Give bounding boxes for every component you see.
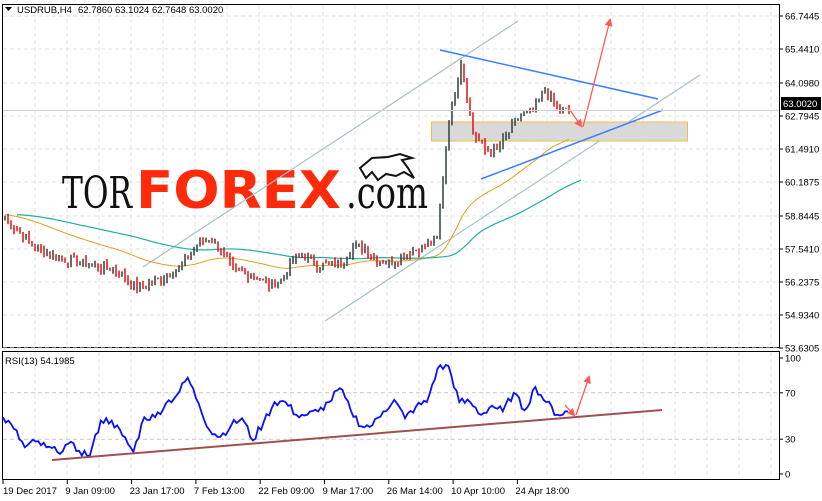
rsi-up-arrow[interactable]	[575, 375, 591, 416]
rsi-tick-label: 100	[785, 354, 801, 365]
time-tick-label: 19 Dec 2017	[3, 486, 57, 497]
rsi-trendline[interactable]	[51, 409, 663, 461]
current-price-label: 63.0020	[783, 99, 817, 110]
logo-forex: FOREX	[136, 161, 341, 221]
price-tick-label: 66.7445	[785, 12, 819, 23]
time-tick-label: 9 Jan 09:00	[65, 486, 115, 497]
price-tick-label: 54.9340	[785, 311, 819, 322]
triangle-lower-line[interactable]	[480, 109, 664, 180]
dropdown-triangle-icon[interactable]	[5, 7, 12, 11]
price-tick-label: 60.1875	[785, 178, 819, 189]
rsi-tick-label: 70	[785, 388, 796, 399]
ma-fast-line	[4, 138, 570, 269]
time-axis: 19 Dec 2017 9 Jan 09:00 23 Jan 17:00 7 Feb …	[2, 479, 569, 497]
rsi-line	[2, 363, 569, 458]
price-tick-label: 61.4910	[785, 145, 819, 156]
triangle-upper-line[interactable]	[439, 49, 659, 100]
channel-lower-line[interactable]	[324, 74, 701, 322]
bull-icon	[358, 152, 416, 182]
rsi-title: RSI(13) 54.1985	[5, 356, 75, 367]
rsi-pane[interactable]	[2, 351, 780, 480]
grid	[3, 5, 779, 479]
price-tick-label: 53.6305	[785, 344, 819, 355]
time-tick-label: 7 Feb 13:00	[194, 486, 245, 497]
forecast-up-arrow[interactable]	[582, 18, 613, 128]
time-tick-label: 22 Feb 09:00	[258, 486, 314, 497]
ohlc-label: 62.7860 63.1024 62.7648 63.0020	[78, 5, 223, 16]
time-tick-label: 24 Apr 18:00	[515, 486, 569, 497]
price-tick-label: 64.0980	[785, 79, 819, 90]
logo-tor: TOR	[62, 168, 133, 219]
price-tick-label: 65.4410	[785, 45, 819, 56]
torforex-logo: TOR FOREX .com	[62, 152, 428, 221]
rsi-axis: 100 70 30 0	[779, 354, 801, 481]
rsi-tick-label: 30	[785, 435, 796, 446]
logo-com: .com	[346, 168, 428, 219]
price-tick-label: 58.8445	[785, 212, 819, 223]
rsi-down-arrow[interactable]	[564, 404, 576, 417]
current-price-badge	[781, 97, 821, 110]
rsi-tick-label: 0	[785, 470, 790, 481]
time-tick-label: 23 Jan 17:00	[130, 486, 185, 497]
time-tick-label: 10 Apr 10:00	[451, 486, 505, 497]
price-tick-label: 57.5410	[785, 245, 819, 256]
time-tick-label: 26 Mar 14:00	[387, 486, 443, 497]
support-zone[interactable]	[431, 121, 688, 142]
price-tick-label: 62.7945	[785, 112, 819, 123]
price-axis: 66.7445 65.4410 64.0980 62.7945 61.4910 60.18…	[779, 12, 819, 355]
time-tick-label: 9 Mar 17:00	[323, 486, 374, 497]
price-tick-label: 56.2375	[785, 278, 819, 289]
symbol-label: USDRUB,H4	[17, 5, 72, 16]
channel-upper-line[interactable]	[142, 20, 519, 268]
